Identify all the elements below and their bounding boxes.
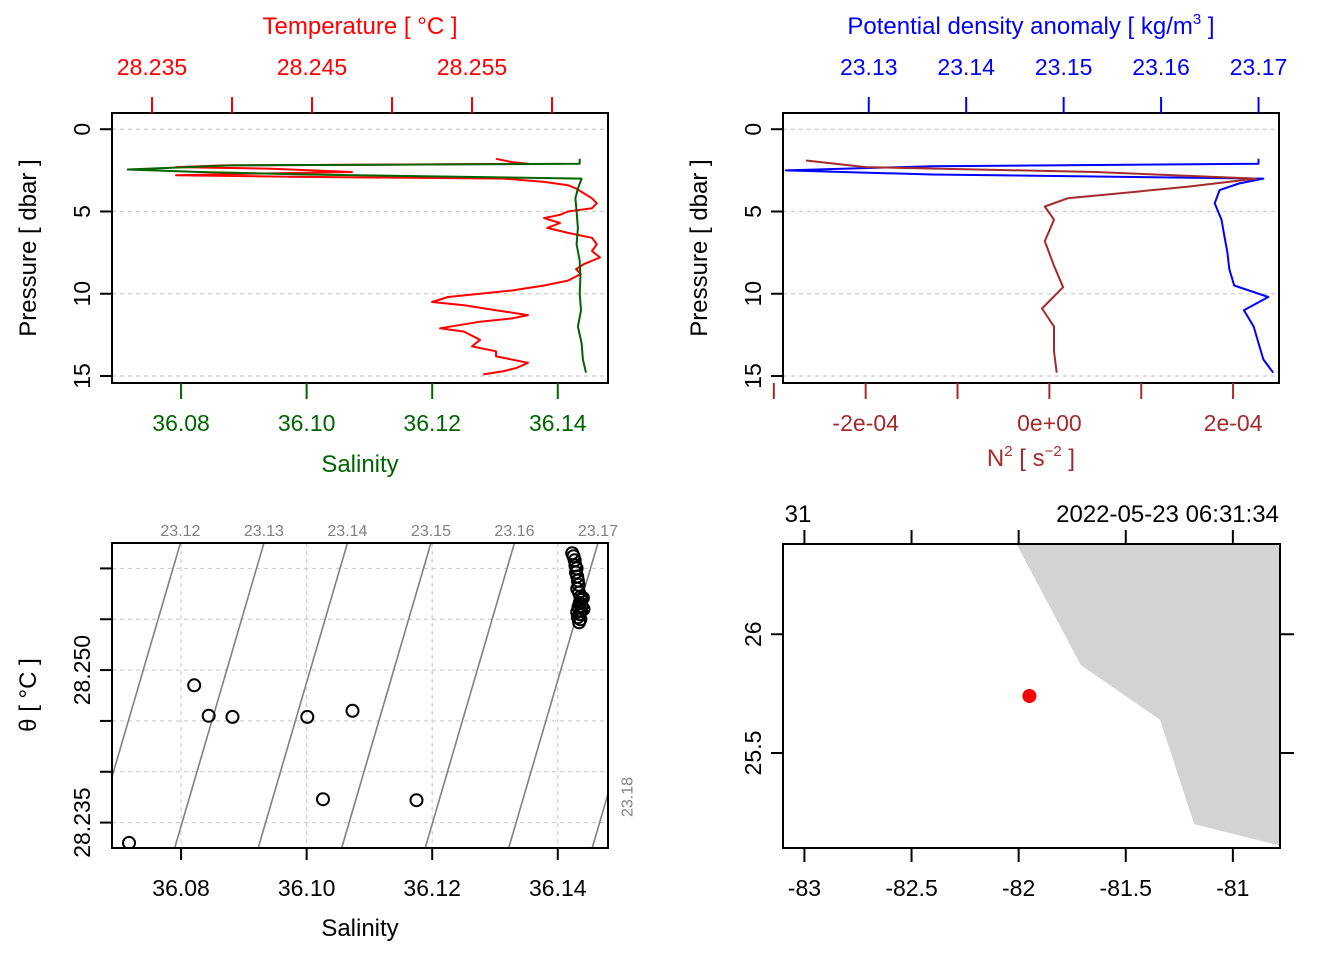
bottom-axis-title: N2 [ s−2 ]	[987, 443, 1075, 472]
plot-frame	[111, 112, 609, 384]
x-tick-label: -83	[788, 875, 821, 901]
y-tick-label: 5	[69, 205, 95, 218]
panel-station-map: -83 -82.5 -82 -81.5 -81 25.5 26 31 2022-05-23 …	[740, 501, 1294, 901]
isopycnal-label: 23.16	[494, 523, 534, 540]
ts-point	[122, 835, 136, 848]
bottom-tick-label: 36.14	[529, 410, 587, 436]
ts-point	[409, 793, 424, 808]
isopycnal-label: 23.13	[244, 523, 284, 540]
title-superscript-2: −2	[1045, 443, 1062, 460]
station-time-label: 2022-05-23 06:31:34	[1056, 501, 1279, 528]
bottom-tick-label: 2e-04	[1204, 410, 1263, 436]
y-tick-label: 15	[740, 363, 766, 389]
isopycnal-line	[424, 543, 516, 848]
isopycnal-line	[112, 543, 182, 780]
y-tick-label: 15	[69, 363, 95, 389]
top-tick-label: 23.17	[1230, 54, 1288, 80]
plot-frame	[782, 543, 1281, 849]
y-tick-label: 5	[740, 205, 766, 218]
bottom-tick-label: 0e+00	[1017, 410, 1082, 436]
station-marker	[1022, 689, 1037, 703]
title-end: ]	[1201, 13, 1214, 40]
ts-point	[300, 709, 315, 724]
top-axis-title: Temperature [ °C ]	[263, 13, 458, 40]
top-tick-label: 28.245	[277, 54, 347, 80]
ts-point	[570, 605, 585, 620]
top-tick-label: 28.235	[117, 54, 187, 80]
isopycnal-label: 23.12	[160, 523, 200, 540]
x-tick-label: 36.08	[152, 875, 210, 901]
isopycnal-line	[340, 543, 432, 848]
isopycnal-label: 23.17	[578, 523, 618, 540]
bottom-tick-label: 36.10	[278, 410, 336, 436]
ts-point	[572, 615, 587, 630]
title-end: ]	[1062, 445, 1075, 472]
bottom-axis-title: Salinity	[321, 451, 398, 478]
title-text: Potential density anomaly [ kg/m	[847, 13, 1193, 40]
y-tick-label: 25.5	[740, 731, 766, 776]
title-superscript: 2	[1004, 443, 1012, 460]
bottom-tick-label: 36.08	[152, 410, 210, 436]
top-tick-label: 28.255	[437, 54, 507, 80]
ts-point	[201, 708, 216, 723]
bottom-tick-label: 36.12	[403, 410, 461, 436]
x-tick-label: 36.14	[529, 875, 587, 901]
isopycnal-line	[591, 791, 608, 848]
title-text: N	[987, 445, 1004, 472]
left-axis-title: Pressure [ dbar ]	[15, 159, 42, 336]
y-tick-label: 26	[740, 621, 766, 647]
title-mid: [ s	[1013, 445, 1045, 472]
top-tick-label: 23.13	[840, 54, 898, 80]
isopycnal-line	[257, 543, 349, 848]
plot-frame	[111, 542, 609, 849]
land-polygon	[1016, 544, 1280, 846]
x-tick-label: -81.5	[1100, 875, 1152, 901]
top-axis-title: Potential density anomaly [ kg/m3 ]	[847, 11, 1214, 40]
x-tick-label: -81	[1216, 875, 1249, 901]
series-n2	[805, 159, 1257, 373]
series-temperature	[175, 157, 601, 376]
x-tick-label: 36.10	[278, 875, 336, 901]
panel-temperature-salinity-profile: 0 5 10 15 28.235 28.245 28.255 36.08 36.10 36.12 3…	[15, 13, 609, 478]
top-tick-label: 23.14	[937, 54, 995, 80]
x-tick-label: -82	[1002, 875, 1035, 901]
y-tick-label: 10	[740, 281, 766, 307]
left-axis-title: Pressure [ dbar ]	[686, 159, 713, 336]
station-number-label: 31	[785, 501, 812, 528]
x-tick-label: -82.5	[885, 875, 937, 901]
ts-point	[316, 792, 330, 807]
panel-ts-diagram: 23.12 23.13 23.14 23.15 23.16 23.17 23.18 36.0…	[15, 523, 637, 942]
y-tick-label: 10	[69, 281, 95, 307]
y-tick-label: 0	[69, 123, 95, 136]
plot-frame	[782, 112, 1280, 384]
title-superscript: 3	[1193, 11, 1201, 28]
panel-density-n2-profile: 0 5 10 15 23.13 23.14 23.15 23.16 23.17 -2e-04 0e+…	[686, 11, 1287, 472]
series-salinity	[126, 158, 587, 373]
ts-point	[187, 678, 202, 693]
x-tick-label: 36.12	[403, 875, 461, 901]
ts-point	[225, 709, 240, 724]
isopycnal-label: 23.14	[327, 523, 367, 540]
y-axis-title: θ [ °C ]	[15, 658, 42, 732]
top-tick-label: 23.16	[1132, 54, 1190, 80]
isopycnal-line	[173, 543, 265, 848]
x-axis-title: Salinity	[321, 915, 398, 942]
series-potential-density-anomaly	[784, 158, 1275, 374]
y-tick-label: 0	[740, 123, 766, 136]
y-tick-label: 28.235	[69, 787, 95, 857]
isopycnal-label: 23.18	[620, 777, 637, 817]
ts-point	[345, 703, 360, 718]
top-tick-label: 23.15	[1035, 54, 1093, 80]
isopycnal-label: 23.15	[411, 523, 451, 540]
bottom-tick-label: -2e-04	[832, 410, 899, 436]
y-tick-label: 28.250	[69, 635, 95, 705]
